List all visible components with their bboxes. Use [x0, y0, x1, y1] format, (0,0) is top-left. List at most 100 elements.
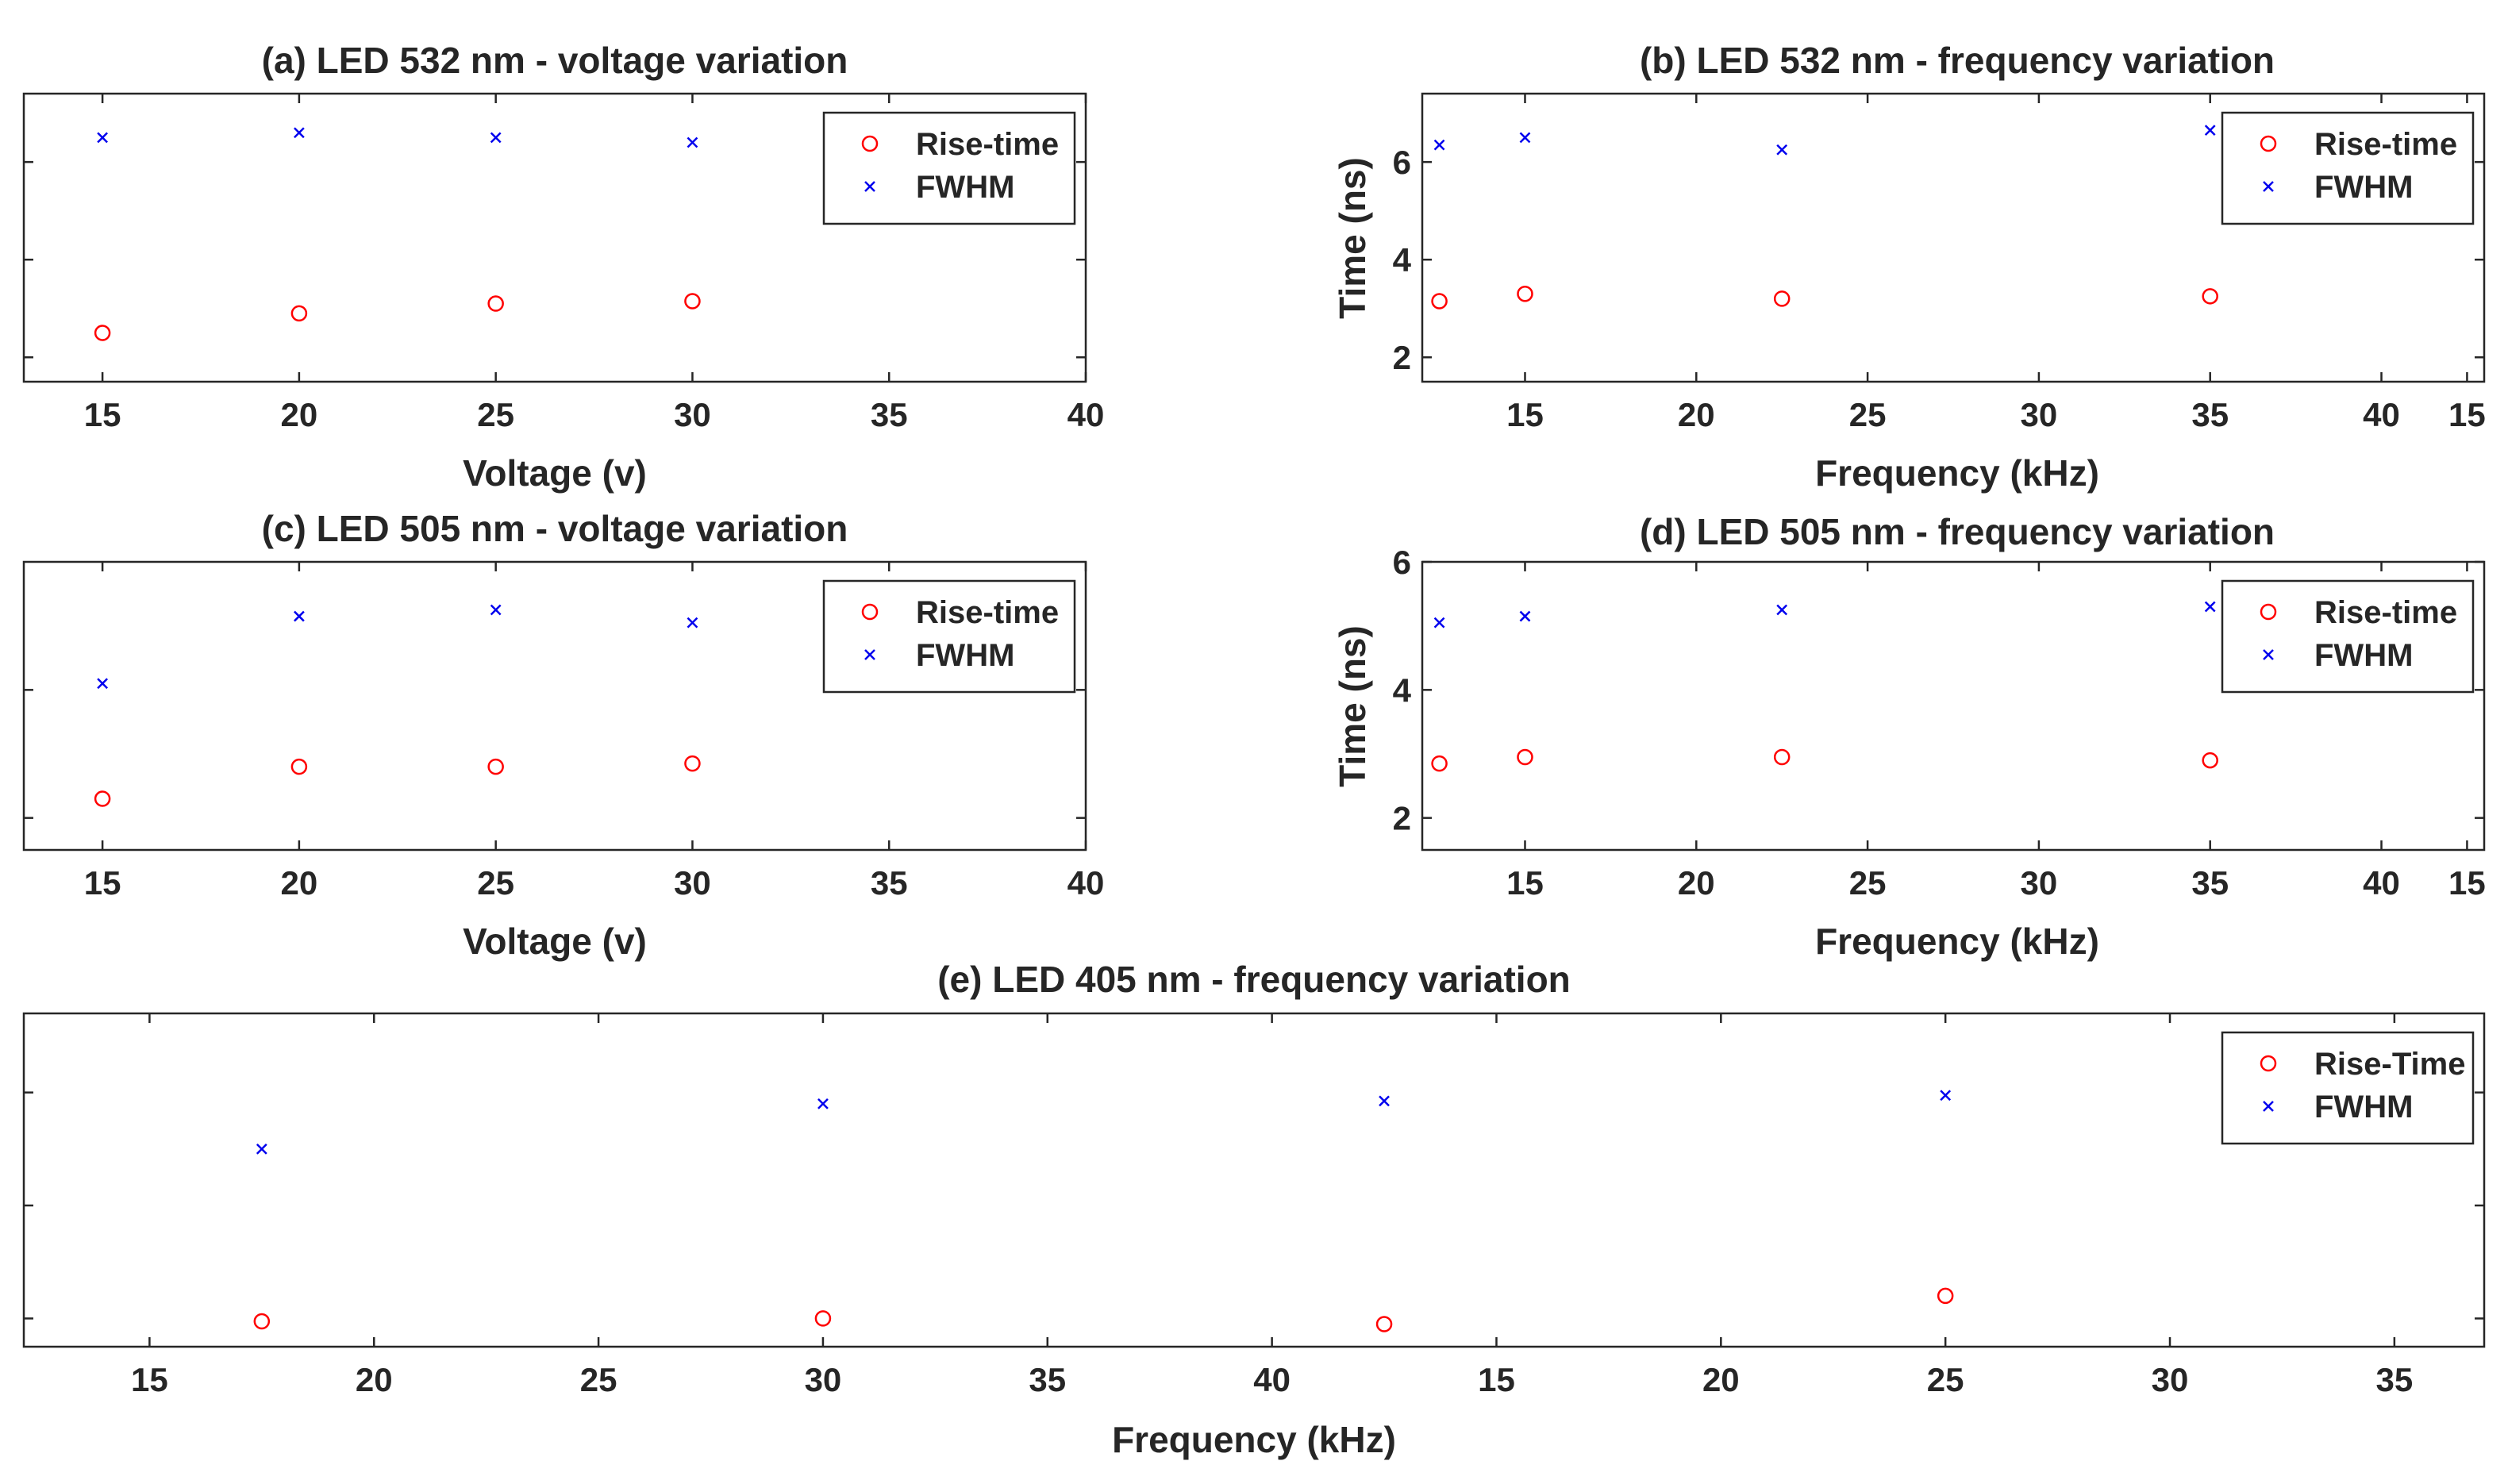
ylabel-d: Time (ns) [1332, 625, 1373, 787]
x-tick-label-e-5: 40 [1253, 1361, 1291, 1398]
x-tick-label-e-8: 25 [1927, 1361, 1964, 1398]
rise-time-point-d-0 [1431, 755, 1448, 772]
legend-box-c [822, 579, 1076, 694]
legend-fwhm-marker-c [864, 649, 875, 660]
legend-rise-marker-b [2260, 135, 2277, 152]
rise-time-point-c-3 [684, 755, 701, 772]
title-c: (c) LED 505 nm - voltage variation [262, 508, 848, 549]
x-tick-label-d-6: 15 [2448, 864, 2486, 902]
legend-fwhm-label-b: FWHM [2314, 170, 2413, 205]
y-tick-label-d-1: 4 [1393, 671, 1412, 709]
x-tick-label-e-9: 30 [2152, 1361, 2189, 1398]
x-tick-label-d-5: 40 [2363, 864, 2400, 902]
x-tick-label-c-0: 15 [84, 864, 121, 902]
legend-fwhm-marker-b [2263, 181, 2274, 192]
x-tick-label-b-1: 20 [1678, 396, 1715, 433]
rise-time-point-e-3 [1937, 1287, 1954, 1305]
x-tick-label-c-3: 30 [674, 864, 711, 902]
axes-box-e [22, 1012, 2486, 1348]
legend-fwhm-marker-a [864, 181, 875, 192]
legend-rise-label-c: Rise-time [916, 595, 1059, 630]
xlabel-e: Frequency (kHz) [1112, 1419, 1396, 1460]
legend-rise-label-d: Rise-time [2314, 595, 2457, 630]
x-tick-label-b-2: 25 [1849, 396, 1887, 433]
fwhm-point-e-3 [1940, 1090, 1952, 1101]
legend-rise-marker-a [861, 135, 879, 152]
rise-time-point-e-2 [1375, 1316, 1393, 1332]
legend-rise-label-a: Rise-time [916, 127, 1059, 162]
fwhm-point-b-3 [2204, 125, 2216, 136]
panel-c: (c) LED 505 nm - voltage variation Volta… [22, 508, 1105, 962]
x-tick-label-e-2: 25 [580, 1361, 617, 1398]
rise-time-point-e-1 [814, 1310, 832, 1327]
x-tick-label-e-0: 15 [131, 1361, 168, 1398]
fwhm-point-c-0 [97, 678, 108, 690]
fwhm-point-d-2 [1776, 604, 1788, 616]
x-tick-label-e-7: 20 [1702, 1361, 1740, 1398]
x-tick-label-e-6: 15 [1478, 1361, 1515, 1398]
fwhm-point-b-2 [1776, 144, 1788, 156]
y-tick-label-b-2: 6 [1393, 144, 1411, 181]
fwhm-point-e-2 [1379, 1095, 1390, 1107]
fwhm-point-a-3 [687, 136, 698, 148]
x-tick-label-c-2: 25 [477, 864, 514, 902]
legend-fwhm-label-a: FWHM [916, 170, 1014, 205]
legend-fwhm-label-e: FWHM [2314, 1090, 2413, 1125]
y-tick-label-b-1: 4 [1393, 241, 1412, 279]
xlabel-a: Voltage (v) [463, 452, 647, 494]
x-tick-label-a-0: 15 [84, 396, 121, 433]
title-b: (b) LED 532 nm - frequency variation [1640, 40, 2275, 81]
rise-time-point-c-2 [487, 758, 504, 775]
axes-box-b [1421, 92, 2486, 383]
rise-time-point-b-2 [1773, 290, 1791, 307]
fwhm-point-a-1 [294, 127, 305, 139]
rise-time-point-a-3 [684, 293, 701, 309]
legend-rise-marker-e [2260, 1055, 2277, 1072]
rise-time-point-b-0 [1431, 293, 1448, 309]
title-d: (d) LED 505 nm - frequency variation [1640, 511, 2275, 552]
legend-fwhm-marker-d [2263, 649, 2274, 660]
fwhm-point-c-2 [490, 604, 502, 616]
panel-e: (e) LED 405 nm - frequency variation Fre… [22, 959, 2486, 1460]
rise-time-point-e-0 [253, 1313, 271, 1330]
x-tick-label-e-1: 20 [356, 1361, 393, 1398]
legend-box-d [2221, 579, 2475, 694]
x-tick-label-e-10: 35 [2376, 1361, 2414, 1398]
x-tick-label-a-3: 30 [674, 396, 711, 433]
fwhm-point-a-0 [97, 132, 108, 144]
fwhm-point-b-1 [1519, 132, 1531, 144]
x-tick-label-c-5: 40 [1067, 864, 1105, 902]
x-tick-label-d-4: 35 [2191, 864, 2229, 902]
panel-b: (b) LED 532 nm - frequency variation Fre… [1332, 40, 2486, 494]
rise-time-point-b-1 [1517, 286, 1533, 302]
legend-box-a [822, 111, 1076, 225]
xlabel-b: Frequency (kHz) [1815, 452, 2099, 494]
panel-d: (d) LED 505 nm - frequency variation Fre… [1332, 511, 2486, 962]
x-tick-label-d-1: 20 [1678, 864, 1715, 902]
legend-rise-marker-d [2260, 603, 2277, 621]
y-tick-label-b-0: 2 [1393, 339, 1411, 376]
x-tick-label-b-6: 15 [2448, 396, 2486, 433]
rise-time-point-c-1 [290, 758, 308, 775]
axes-box-c [22, 560, 1087, 852]
y-tick-label-d-2: 6 [1393, 544, 1411, 581]
legend-fwhm-label-d: FWHM [2314, 638, 2413, 673]
fwhm-point-c-3 [687, 617, 698, 629]
rise-time-point-a-0 [94, 325, 111, 341]
fwhm-point-d-1 [1519, 610, 1531, 622]
rise-time-point-a-2 [487, 295, 504, 312]
fwhm-point-e-0 [256, 1143, 267, 1155]
x-tick-label-d-2: 25 [1849, 864, 1887, 902]
legend-rise-label-e: Rise-Time [2314, 1047, 2465, 1082]
x-tick-label-a-4: 35 [871, 396, 908, 433]
x-tick-label-c-1: 20 [281, 864, 318, 902]
fwhm-point-d-0 [1433, 617, 1445, 629]
fwhm-point-e-1 [817, 1098, 829, 1109]
axes-box-d [1421, 560, 2486, 852]
rise-time-point-c-0 [94, 790, 111, 807]
ylabel-b: Time (ns) [1332, 157, 1373, 319]
legend-fwhm-label-c: FWHM [916, 638, 1014, 673]
rise-time-point-d-2 [1773, 748, 1791, 766]
